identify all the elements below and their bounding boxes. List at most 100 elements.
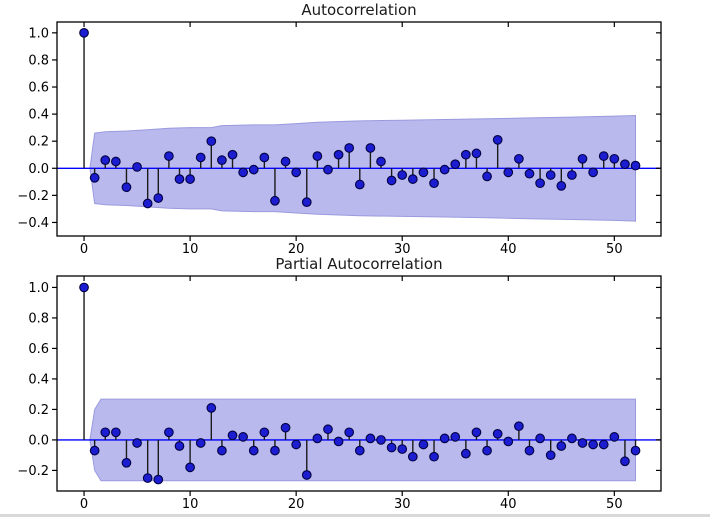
- acf-marker-lag-11: [195, 152, 206, 163]
- acf-marker-lag-31: [407, 174, 418, 184]
- pacf-marker-lag-37: [471, 427, 482, 438]
- acf-marker-lag-8: [164, 151, 174, 161]
- acf-marker-lag-9: [174, 174, 185, 184]
- acf-x-tick-label: 30: [394, 242, 411, 257]
- pacf-marker-lag-9: [174, 441, 185, 451]
- pacf-marker-lag-32: [418, 439, 429, 450]
- acf-marker-lag-38: [482, 171, 492, 182]
- pacf-y-tick-label: 0.2: [28, 403, 49, 418]
- pacf-y-tick-label: 0.0: [28, 433, 49, 448]
- acf-marker-lag-29: [386, 175, 397, 186]
- pacf-marker-lag-43: [535, 433, 545, 444]
- pacf-marker-lag-33: [429, 451, 439, 462]
- acf-marker-lag-18: [270, 195, 280, 206]
- pacf-marker-lag-51: [620, 456, 630, 467]
- acf-marker-lag-28: [376, 156, 386, 167]
- pacf-marker-lag-8: [164, 427, 174, 438]
- pacf-marker-lag-44: [545, 450, 556, 461]
- pacf-marker-lag-30: [397, 444, 408, 454]
- pacf-marker-lag-27: [365, 433, 376, 444]
- acf-marker-lag-22: [312, 151, 323, 161]
- acf-marker-lag-41: [514, 153, 524, 164]
- acf-marker-lag-23: [323, 164, 333, 175]
- pacf-marker-lag-0: [79, 282, 89, 293]
- acf-marker-lag-30: [397, 170, 408, 180]
- pacf-marker-lag-25: [344, 427, 355, 438]
- pacf-marker-lag-46: [567, 433, 577, 444]
- pacf-marker-lag-39: [492, 428, 503, 439]
- acf-marker-lag-10: [185, 174, 195, 184]
- acf-marker-lag-7: [153, 193, 164, 203]
- acf-x-tick-label: 40: [500, 242, 517, 257]
- acf-title: Autocorrelation: [301, 1, 416, 19]
- pacf-marker-lag-41: [514, 421, 524, 432]
- pacf-marker-lag-29: [386, 442, 397, 453]
- pacf-marker-lag-17: [259, 427, 270, 438]
- pacf-x-tick-label: 40: [500, 497, 517, 512]
- pacf-axes-frame: [56, 275, 662, 492]
- acf-marker-lag-44: [545, 170, 556, 180]
- acf-y-tick-label: 1.0: [28, 26, 49, 41]
- acf-marker-lag-49: [598, 151, 609, 161]
- acf-marker-lag-45: [556, 181, 567, 191]
- acf-marker-lag-39: [492, 134, 503, 145]
- acf-marker-lag-48: [588, 167, 598, 178]
- pacf-marker-lag-10: [185, 462, 195, 473]
- acf-marker-lag-0: [79, 27, 89, 38]
- pacf-marker-lag-23: [323, 424, 333, 435]
- acf-marker-lag-24: [333, 149, 344, 160]
- pacf-marker-lag-47: [577, 438, 588, 448]
- acf-marker-lag-35: [450, 159, 461, 170]
- pacf-y-tick-label: 0.4: [28, 372, 49, 387]
- acf-marker-lag-32: [418, 167, 429, 178]
- pacf-marker-lag-5: [132, 438, 142, 448]
- acf-marker-lag-19: [280, 156, 291, 167]
- pacf-marker-lag-3: [111, 427, 121, 438]
- pacf-marker-lag-6: [142, 473, 153, 483]
- pacf-marker-lag-1: [89, 445, 100, 456]
- pacf-marker-lag-14: [227, 430, 238, 441]
- pacf-title: Partial Autocorrelation: [275, 255, 442, 273]
- acf-marker-lag-26: [354, 179, 365, 190]
- acf-marker-lag-46: [567, 170, 577, 180]
- acf-axes-frame: [56, 21, 662, 237]
- pacf-marker-lag-7: [153, 474, 164, 485]
- pacf-marker-lag-50: [609, 432, 620, 442]
- acf-y-tick-label: −0.2: [17, 189, 49, 204]
- pacf-marker-lag-36: [461, 448, 471, 459]
- pacf-marker-lag-24: [333, 436, 344, 447]
- pacf-marker-lag-42: [524, 445, 535, 456]
- acf-marker-lag-36: [461, 149, 471, 160]
- acf-y-tick-label: 0.2: [28, 135, 49, 150]
- pacf-x-tick-label: 10: [182, 497, 199, 512]
- acf-marker-lag-34: [439, 164, 450, 175]
- acf-marker-lag-5: [132, 162, 142, 172]
- acf-marker-lag-4: [121, 182, 132, 193]
- pacf-marker-lag-40: [503, 436, 514, 447]
- acf-y-tick-label: −0.4: [17, 216, 49, 231]
- pacf-marker-lag-2: [100, 427, 111, 438]
- pacf-marker-lag-18: [270, 445, 280, 456]
- acf-marker-lag-14: [227, 149, 238, 160]
- acf-marker-lag-1: [89, 172, 100, 183]
- acf-x-tick-label: 50: [606, 242, 623, 257]
- acf-marker-lag-3: [111, 156, 121, 167]
- acf-marker-lag-37: [471, 148, 482, 159]
- acf-marker-lag-42: [524, 168, 535, 179]
- pacf-x-tick-label: 50: [606, 497, 623, 512]
- pacf-marker-lag-16: [248, 445, 259, 456]
- acf-y-tick-label: 0.4: [28, 108, 49, 123]
- pacf-marker-lag-35: [450, 432, 461, 442]
- acf-marker-lag-15: [238, 167, 248, 178]
- pacf-marker-lag-38: [482, 445, 492, 456]
- pacf-marker-lag-45: [556, 441, 567, 451]
- pacf-marker-lag-20: [291, 439, 302, 450]
- pacf-marker-lag-21: [301, 470, 312, 480]
- pacf-marker-lag-34: [439, 433, 450, 444]
- acf-marker-lag-6: [142, 198, 153, 209]
- pacf-marker-lag-52: [630, 445, 641, 456]
- acf-x-tick-label: 10: [182, 242, 199, 257]
- pacf-x-tick-label: 0: [80, 497, 88, 512]
- acf-marker-lag-50: [609, 153, 620, 164]
